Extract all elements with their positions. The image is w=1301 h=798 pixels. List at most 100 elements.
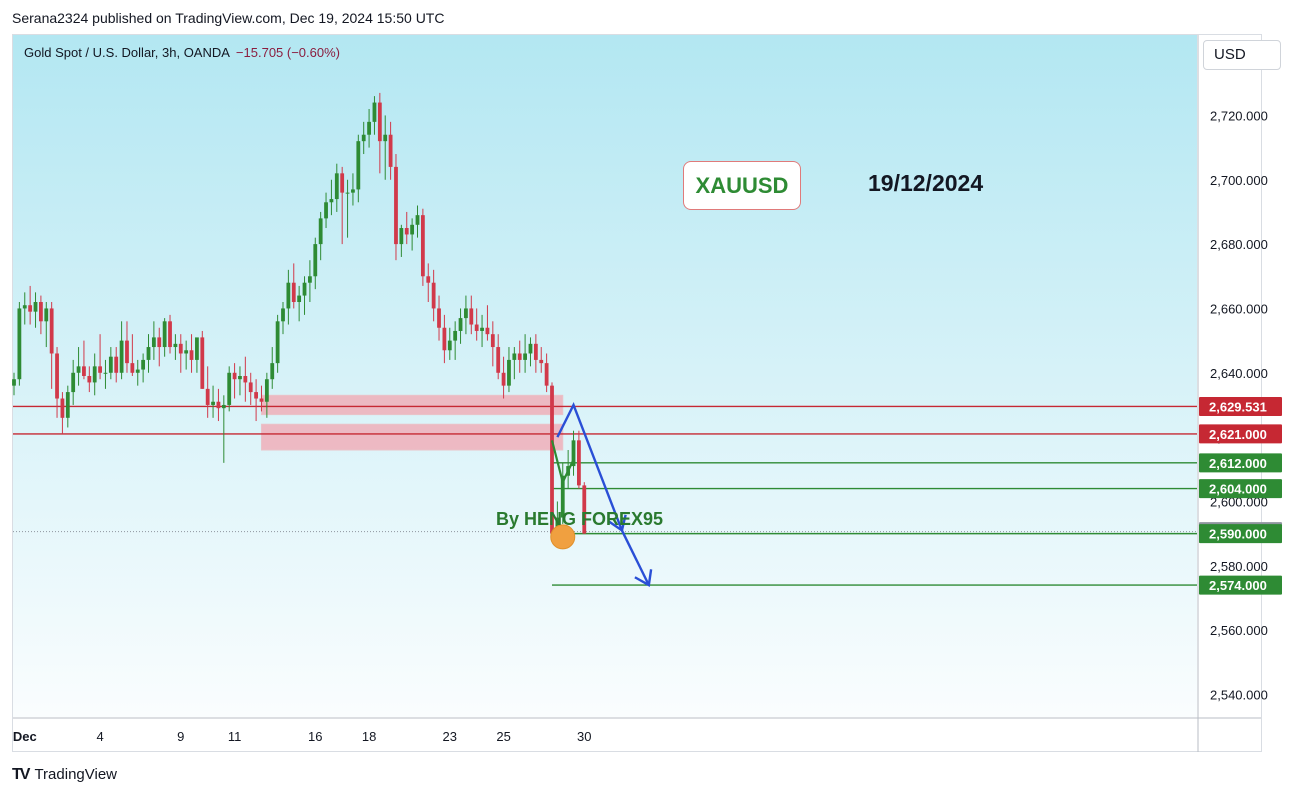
level-price-tag: 2,612.000 bbox=[1199, 453, 1282, 473]
candle bbox=[496, 334, 501, 380]
candle bbox=[437, 295, 441, 341]
candle bbox=[517, 340, 522, 373]
candle bbox=[410, 218, 415, 251]
x-tick-label: 11 bbox=[228, 729, 242, 744]
candle bbox=[135, 359, 140, 386]
level-price-tag: 2,590.000 bbox=[1199, 524, 1282, 544]
brand-name: TradingView bbox=[34, 766, 117, 783]
candle bbox=[324, 192, 328, 229]
candle bbox=[313, 237, 318, 290]
candle bbox=[205, 366, 210, 418]
svg-text:2,604.000: 2,604.000 bbox=[1209, 482, 1267, 497]
candle bbox=[582, 482, 587, 534]
candle bbox=[539, 347, 544, 373]
candle bbox=[60, 392, 65, 434]
candle bbox=[141, 353, 146, 383]
candle bbox=[28, 285, 33, 325]
candle bbox=[415, 205, 420, 238]
symbol-info: Gold Spot / U.S. Dollar, 3h, OANDA −15.70… bbox=[24, 45, 340, 60]
chart-frame[interactable] bbox=[12, 34, 1262, 752]
candle bbox=[184, 340, 189, 370]
y-tick-label: 2,540.000 bbox=[1210, 687, 1268, 702]
candle bbox=[270, 347, 275, 389]
candle bbox=[453, 321, 458, 360]
candle bbox=[281, 302, 285, 335]
candle bbox=[501, 356, 506, 399]
x-tick-label: 25 bbox=[496, 729, 510, 744]
price-marker bbox=[550, 524, 576, 550]
candle bbox=[480, 314, 484, 348]
candle bbox=[178, 334, 183, 373]
candle bbox=[560, 462, 565, 524]
candle bbox=[146, 334, 151, 373]
supply-zone bbox=[260, 423, 564, 451]
candle bbox=[334, 163, 339, 212]
x-tick-label: 9 bbox=[177, 729, 184, 744]
date-annotation: 19/12/2024 bbox=[868, 170, 984, 196]
x-tick-label: 4 bbox=[96, 729, 103, 744]
tradingview-brand[interactable]: TV TradingView bbox=[12, 766, 117, 784]
author-annotation: By HENG FOREX95 bbox=[496, 509, 664, 529]
level-price-tag: 2,629.531 bbox=[1199, 396, 1282, 416]
candle bbox=[388, 121, 393, 180]
candle bbox=[76, 347, 81, 386]
candle bbox=[130, 334, 135, 376]
currency-selector[interactable]: USD bbox=[1203, 40, 1281, 70]
candle bbox=[227, 366, 232, 412]
candle bbox=[507, 347, 511, 393]
candle bbox=[33, 292, 38, 328]
candle bbox=[264, 372, 269, 418]
candle bbox=[211, 385, 215, 418]
candle bbox=[523, 334, 527, 373]
symbol-label-box: XAUUSD bbox=[683, 161, 801, 210]
candle bbox=[351, 173, 355, 206]
tradingview-logo-icon: TV bbox=[12, 766, 31, 783]
candle bbox=[119, 321, 124, 380]
publisher-line: Serana2324 published on TradingView.com,… bbox=[12, 10, 445, 26]
candle bbox=[544, 353, 549, 393]
candle bbox=[65, 385, 70, 428]
candle bbox=[372, 96, 377, 135]
candle bbox=[571, 430, 576, 476]
candle bbox=[512, 347, 517, 380]
candle bbox=[318, 211, 323, 261]
symbol-name: Gold Spot / U.S. Dollar, 3h, OANDA bbox=[24, 45, 230, 60]
candle bbox=[474, 308, 479, 341]
candle bbox=[291, 263, 296, 309]
svg-text:2,612.000: 2,612.000 bbox=[1209, 456, 1267, 471]
candle bbox=[275, 314, 280, 373]
candle bbox=[173, 334, 178, 360]
candle bbox=[329, 179, 334, 216]
x-tick-label: 30 bbox=[577, 729, 591, 744]
svg-text:2,590.000: 2,590.000 bbox=[1209, 527, 1267, 542]
candle bbox=[420, 208, 425, 286]
candle bbox=[340, 166, 345, 245]
candle bbox=[361, 121, 366, 155]
candle bbox=[238, 366, 242, 396]
candle bbox=[458, 308, 463, 344]
candle bbox=[356, 134, 361, 203]
candle bbox=[103, 359, 108, 389]
green-arrow bbox=[550, 440, 575, 486]
candle bbox=[108, 347, 113, 380]
candle bbox=[12, 372, 16, 396]
x-tick-label: 18 bbox=[362, 729, 376, 744]
candle bbox=[114, 347, 119, 383]
y-tick-label: 2,680.000 bbox=[1210, 237, 1268, 252]
candle bbox=[302, 276, 307, 315]
svg-text:2,629.531: 2,629.531 bbox=[1209, 399, 1267, 414]
candle bbox=[394, 154, 398, 261]
x-tick-label: 16 bbox=[308, 729, 322, 744]
candle bbox=[98, 334, 102, 380]
candle bbox=[442, 314, 447, 364]
candle bbox=[44, 302, 49, 348]
candle bbox=[221, 395, 226, 463]
candle bbox=[71, 359, 76, 405]
candle bbox=[404, 211, 409, 245]
candle bbox=[157, 327, 162, 367]
level-price-tag: 2,604.000 bbox=[1199, 479, 1282, 499]
candle bbox=[49, 302, 54, 389]
candle bbox=[17, 302, 22, 386]
y-tick-label: 2,580.000 bbox=[1210, 559, 1268, 574]
